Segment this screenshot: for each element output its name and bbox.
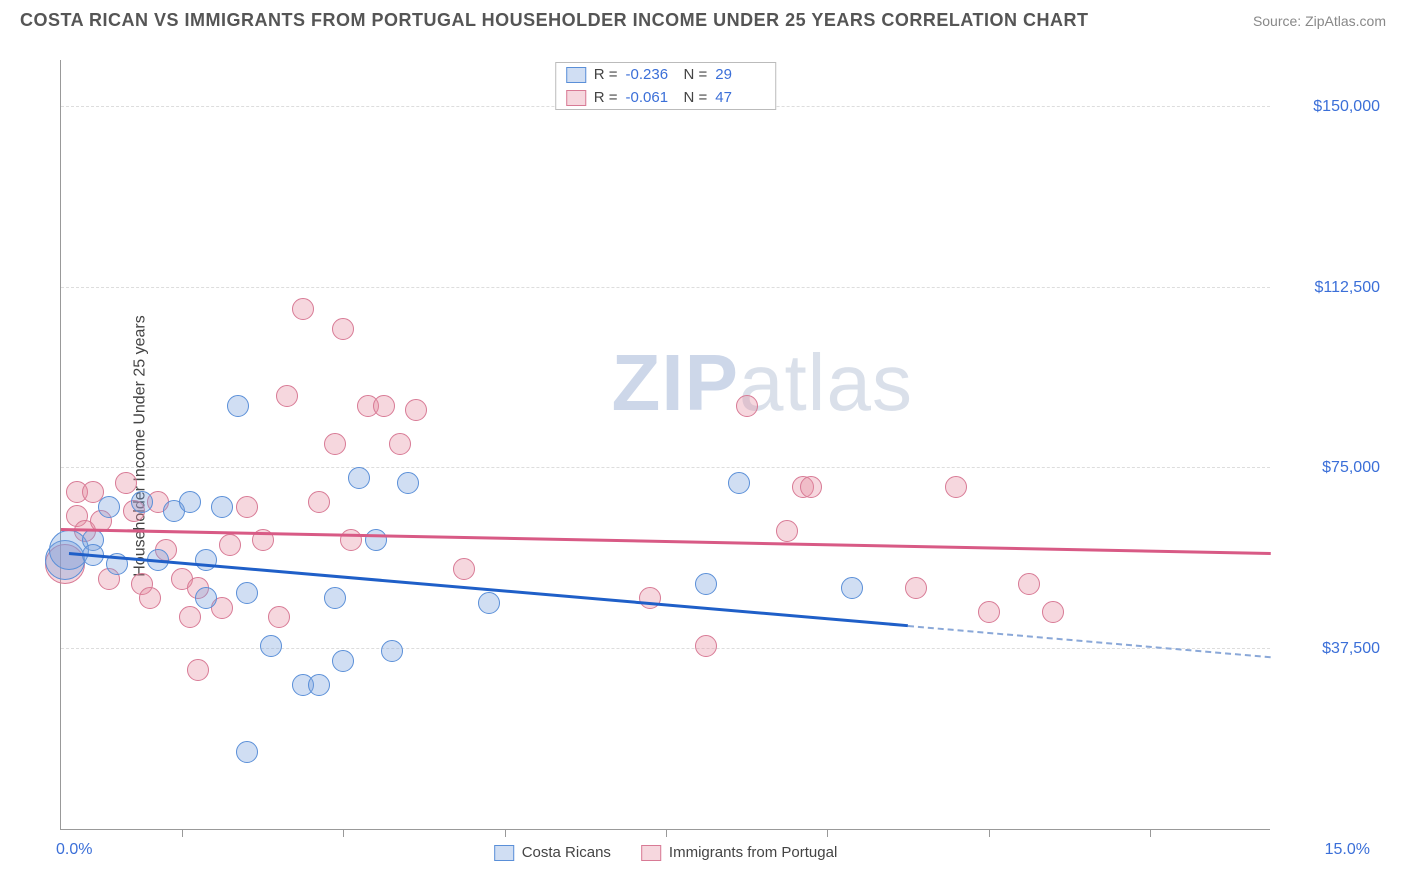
data-point — [381, 640, 403, 662]
data-point — [340, 529, 362, 551]
stats-legend: R = -0.236 N = 29 R = -0.061 N = 47 — [555, 62, 777, 110]
data-point — [260, 635, 282, 657]
data-point — [211, 496, 233, 518]
data-point — [905, 577, 927, 599]
data-point — [332, 318, 354, 340]
x-max-label: 15.0% — [1325, 841, 1370, 859]
data-point — [115, 472, 137, 494]
data-point — [478, 592, 500, 614]
data-point — [945, 476, 967, 498]
y-tick-label: $37,500 — [1322, 640, 1380, 658]
data-point — [179, 491, 201, 513]
data-point — [373, 395, 395, 417]
data-point — [728, 472, 750, 494]
stats-row-b: R = -0.061 N = 47 — [556, 86, 776, 109]
data-point — [695, 635, 717, 657]
x-tick — [989, 829, 990, 837]
x-min-label: 0.0% — [56, 841, 92, 859]
data-point — [195, 587, 217, 609]
data-point — [365, 529, 387, 551]
x-tick — [343, 829, 344, 837]
data-point — [736, 395, 758, 417]
y-tick-label: $112,500 — [1314, 279, 1380, 297]
data-point — [292, 298, 314, 320]
data-point — [324, 433, 346, 455]
x-tick — [182, 829, 183, 837]
data-point — [389, 433, 411, 455]
series-legend: Costa Ricans Immigrants from Portugal — [494, 844, 838, 861]
data-point — [219, 534, 241, 556]
data-point — [179, 606, 201, 628]
watermark: ZIPatlas — [612, 337, 913, 429]
data-point — [276, 385, 298, 407]
data-point — [324, 587, 346, 609]
swatch-b-icon — [641, 845, 661, 861]
y-tick-label: $150,000 — [1313, 98, 1380, 116]
x-tick — [505, 829, 506, 837]
data-point — [236, 582, 258, 604]
source-label: Source: ZipAtlas.com — [1253, 13, 1386, 29]
data-point — [978, 601, 1000, 623]
plot-area: ZIPatlas $37,500$75,000$112,500$150,000 … — [60, 60, 1270, 830]
data-point — [1042, 601, 1064, 623]
x-tick — [666, 829, 667, 837]
data-point — [308, 491, 330, 513]
data-point — [332, 650, 354, 672]
gridline: $75,000 — [61, 467, 1270, 468]
swatch-b-icon — [566, 90, 586, 106]
data-point — [268, 606, 290, 628]
trend-extrapolation — [908, 625, 1271, 658]
gridline: $37,500 — [61, 648, 1270, 649]
data-point — [139, 587, 161, 609]
trend-line — [61, 528, 1271, 555]
data-point — [348, 467, 370, 489]
data-point — [776, 520, 798, 542]
data-point — [405, 399, 427, 421]
data-point — [800, 476, 822, 498]
data-point — [639, 587, 661, 609]
legend-item-a: Costa Ricans — [494, 844, 611, 861]
data-point — [236, 496, 258, 518]
chart-title: COSTA RICAN VS IMMIGRANTS FROM PORTUGAL … — [20, 10, 1089, 31]
x-tick — [1150, 829, 1151, 837]
swatch-a-icon — [566, 67, 586, 83]
data-point — [187, 659, 209, 681]
data-point — [1018, 573, 1040, 595]
stats-row-a: R = -0.236 N = 29 — [556, 63, 776, 86]
x-tick — [827, 829, 828, 837]
data-point — [695, 573, 717, 595]
data-point — [227, 395, 249, 417]
data-point — [308, 674, 330, 696]
swatch-a-icon — [494, 845, 514, 861]
y-tick-label: $75,000 — [1322, 459, 1380, 477]
data-point — [98, 496, 120, 518]
data-point — [397, 472, 419, 494]
legend-item-b: Immigrants from Portugal — [641, 844, 837, 861]
data-point — [131, 491, 153, 513]
gridline: $112,500 — [61, 287, 1270, 288]
data-point — [841, 577, 863, 599]
data-point — [236, 741, 258, 763]
data-point — [195, 549, 217, 571]
data-point — [453, 558, 475, 580]
